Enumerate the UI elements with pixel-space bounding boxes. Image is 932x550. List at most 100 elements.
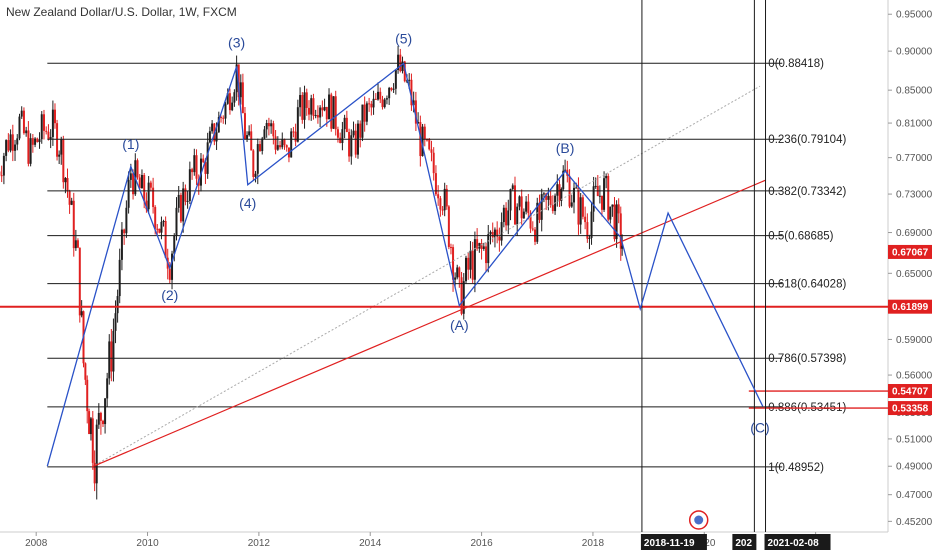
candle-body [339, 137, 342, 144]
candle-body [529, 213, 532, 229]
candle-body [182, 188, 185, 222]
candle-body [254, 173, 257, 177]
candle-body [93, 462, 96, 484]
candle-body [467, 257, 470, 270]
candle-body [570, 202, 573, 207]
candle-body [143, 174, 146, 201]
candle-body [125, 207, 128, 234]
candle-body [390, 87, 393, 90]
candle-body [454, 277, 457, 280]
candle-body [0, 175, 3, 177]
price-tick-label: 0.47000 [896, 490, 932, 501]
candle-body [252, 150, 255, 177]
candle-body [505, 207, 508, 226]
candle-body [281, 139, 284, 148]
calendar-event-icon-inner [694, 515, 704, 525]
time-tick-label: 2018 [582, 538, 605, 549]
candle-body [108, 341, 111, 379]
candle-body [222, 117, 225, 119]
wave-label: (A) [450, 317, 469, 333]
price-badge-label: 0.67067 [892, 247, 929, 258]
candle-body [154, 207, 157, 229]
fib-level-label: 0.5(0.68685) [768, 231, 833, 243]
candle-body [38, 139, 41, 143]
candle-body [421, 126, 424, 157]
candle-body [305, 92, 308, 108]
candle-body [285, 145, 288, 148]
candle-body [581, 197, 584, 217]
candle-body [323, 106, 326, 111]
candle-body [377, 91, 380, 100]
candle-body [491, 231, 494, 238]
candle-body [489, 231, 492, 235]
candle-body [147, 182, 150, 210]
candle-body [156, 228, 159, 230]
candle-body [540, 194, 543, 220]
candle-body [299, 95, 302, 108]
candle-body [29, 138, 32, 164]
candle-body [177, 194, 180, 208]
candle-body [345, 117, 348, 133]
candle-body [290, 131, 293, 158]
candle-body [319, 107, 322, 118]
candle-body [64, 178, 67, 183]
candle-body [531, 228, 534, 230]
date-badge [732, 534, 757, 550]
candle-body [129, 173, 132, 180]
candle-body [91, 418, 94, 463]
candle-body [86, 379, 89, 412]
candle-body [511, 185, 514, 190]
candle-body [330, 94, 333, 129]
price-tick-label: 0.49000 [896, 462, 932, 473]
candle-body [549, 195, 552, 206]
candle-body [572, 187, 575, 203]
candle-body [403, 61, 406, 82]
candle-body [502, 207, 505, 223]
candle-body [493, 229, 496, 238]
candle-body [441, 209, 444, 211]
candle-body [110, 341, 113, 372]
candle-body [233, 92, 236, 103]
candle-body [145, 200, 148, 210]
support-trendline[interactable] [91, 179, 766, 468]
candle-body [14, 144, 17, 151]
candle-body [31, 138, 34, 145]
candle-body [605, 175, 608, 179]
candle-body [301, 95, 304, 120]
candle-body [401, 61, 404, 72]
candle-body [312, 98, 315, 116]
candle-body [241, 82, 244, 114]
candle-body [22, 110, 25, 134]
candle-body [70, 200, 73, 205]
time-tick-label: 2012 [248, 538, 271, 549]
candle-body [175, 207, 178, 236]
candle-body [437, 194, 440, 199]
price-tick-label: 0.45200 [896, 517, 932, 528]
price-tick-label: 0.95000 [896, 10, 932, 21]
price-badge [888, 299, 932, 314]
candle-body [617, 204, 620, 214]
candle-body [53, 109, 56, 124]
elliott-wave-path[interactable] [46, 62, 764, 467]
candle-body [513, 185, 516, 225]
candle-body [58, 154, 61, 157]
candle-body [405, 80, 408, 82]
candle-body [25, 130, 28, 134]
candle-body [95, 424, 98, 484]
candle-body [243, 113, 246, 139]
candle-body [423, 126, 426, 140]
candle-body [584, 216, 587, 223]
candle-body [607, 175, 610, 220]
candle-body [204, 162, 207, 174]
candle-body [228, 93, 231, 111]
candle-body [310, 98, 313, 115]
candle-body [590, 211, 593, 238]
wave-label: (5) [395, 31, 412, 47]
candle-body [430, 149, 433, 153]
candle-body [496, 229, 499, 237]
price-tick-label: 0.81000 [896, 119, 932, 130]
candle-body [412, 100, 415, 106]
candle-body [316, 115, 319, 118]
price-tick-label: 0.51000 [896, 434, 932, 445]
